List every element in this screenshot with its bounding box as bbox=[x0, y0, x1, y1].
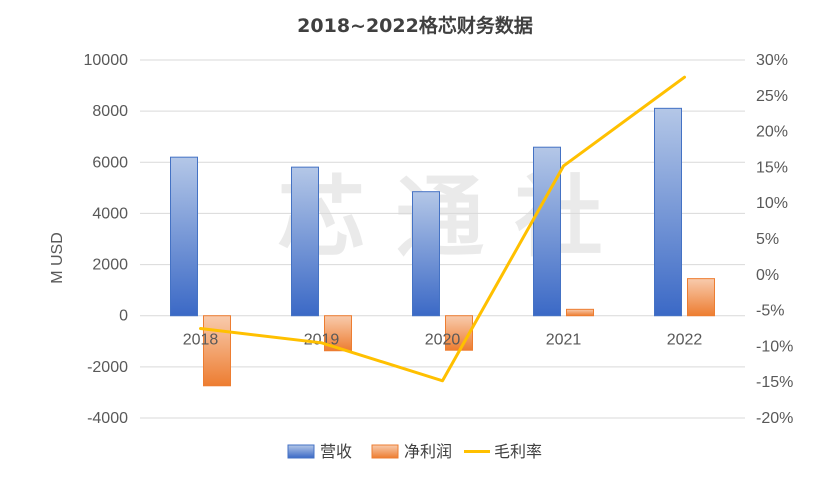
y2-tick-label: -15% bbox=[756, 374, 793, 391]
y-axis-title: M USD bbox=[49, 232, 66, 284]
y-tick-label: -2000 bbox=[87, 359, 128, 376]
bar-revenue bbox=[412, 191, 440, 317]
line-series bbox=[199, 75, 686, 383]
y-tick-label: 0 bbox=[119, 308, 128, 325]
bar-net-income bbox=[566, 308, 594, 317]
y2-tick-label: 25% bbox=[756, 88, 788, 105]
x-tick-label: 2021 bbox=[546, 332, 582, 349]
y-tick-label: 8000 bbox=[92, 103, 128, 120]
y-tick-label: -4000 bbox=[87, 410, 128, 427]
legend-swatch-net-income bbox=[371, 444, 399, 459]
line-gross-margin bbox=[199, 75, 686, 383]
y-axis-left: 10000 8000 6000 4000 2000 0 -2000 -4000 bbox=[84, 52, 129, 427]
y2-tick-label: 10% bbox=[756, 195, 788, 212]
bar-net-income bbox=[687, 278, 715, 317]
chart-title: 2018~2022格芯财务数据 bbox=[297, 14, 533, 37]
x-tick-label: 2020 bbox=[425, 332, 461, 349]
y2-tick-label: -10% bbox=[756, 338, 793, 355]
legend-label-net-income: 净利润 bbox=[404, 442, 452, 461]
x-tick-label: 2022 bbox=[667, 332, 703, 349]
gridlines bbox=[140, 59, 745, 419]
y2-tick-label: -20% bbox=[756, 410, 793, 427]
y2-tick-label: -5% bbox=[756, 303, 784, 320]
y2-tick-label: 30% bbox=[756, 52, 788, 69]
x-tick-label: 2018 bbox=[183, 332, 219, 349]
y2-tick-label: 5% bbox=[756, 231, 779, 248]
legend-label-revenue: 营收 bbox=[320, 442, 352, 461]
y-axis-right: 30% 25% 20% 15% 10% 5% 0% -5% -10% -15% -20% bbox=[756, 52, 793, 427]
x-axis: 2018 2019 2020 2021 2022 bbox=[183, 332, 703, 349]
bar-revenue bbox=[533, 146, 561, 317]
y-tick-label: 4000 bbox=[92, 205, 128, 222]
y2-tick-label: 0% bbox=[756, 267, 779, 284]
legend: 营收 净利润 毛利率 bbox=[287, 442, 542, 461]
y2-tick-label: 20% bbox=[756, 124, 788, 141]
y-tick-label: 2000 bbox=[92, 257, 128, 274]
bar-net-income bbox=[203, 315, 231, 387]
bars bbox=[170, 107, 715, 387]
bar-revenue bbox=[170, 156, 198, 317]
legend-label-gross-margin: 毛利率 bbox=[494, 442, 542, 461]
legend-swatch-revenue bbox=[287, 444, 315, 459]
bar-revenue bbox=[291, 166, 319, 317]
y-tick-label: 10000 bbox=[84, 52, 129, 69]
y2-tick-label: 15% bbox=[756, 159, 788, 176]
y-tick-label: 6000 bbox=[92, 154, 128, 171]
bar-revenue bbox=[654, 107, 682, 317]
